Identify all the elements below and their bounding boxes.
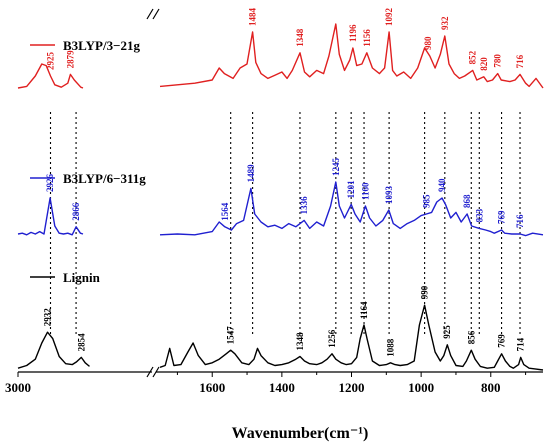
peak-label: 1093 xyxy=(384,186,394,205)
legend-label-1: B3LYP/6−311g xyxy=(63,171,146,186)
peak-label: 2932 xyxy=(42,308,52,327)
x-tick-label: 1000 xyxy=(408,380,434,395)
peak-label: 990 xyxy=(420,285,430,299)
series-line-0-left xyxy=(17,63,84,89)
axis-break-mark xyxy=(152,366,160,378)
legend-label-0: B3LYP/3−21g xyxy=(63,38,140,53)
peak-label: 716 xyxy=(515,214,525,228)
peak-label: 716 xyxy=(515,54,525,68)
x-axis: 3000 1600 1400 1200 1000 800 xyxy=(5,8,543,395)
peak-label: 1196 xyxy=(348,24,358,42)
x-tick-label: 3000 xyxy=(5,380,31,395)
axis-break-mark xyxy=(152,8,160,20)
peak-label: 1256 xyxy=(327,329,337,348)
peak-label: 714 xyxy=(516,337,526,351)
peak-label: 1092 xyxy=(384,8,394,27)
peak-label: 769 xyxy=(497,210,507,224)
peak-label: 820 xyxy=(479,57,489,71)
peak-label: 1484 xyxy=(248,8,258,27)
peak-label: 925 xyxy=(442,325,452,339)
peak-label: 980 xyxy=(423,36,433,50)
legend-label-2: Lignin xyxy=(63,270,101,285)
peak-label: 1245 xyxy=(331,158,341,177)
legend: B3LYP/3−21g B3LYP/6−311g Lignin xyxy=(30,38,146,285)
peak-label: 769 xyxy=(497,334,507,348)
peak-label: 868 xyxy=(462,194,472,208)
peak-label: 856 xyxy=(466,330,476,344)
peak-label: 2854 xyxy=(76,333,86,352)
peak-label: 833 xyxy=(474,208,484,222)
peak-label: 2925 xyxy=(46,52,56,71)
peak-label: 1088 xyxy=(385,338,395,357)
peak-label: 932 xyxy=(440,16,450,30)
x-axis-title: Wavenumber(cm⁻¹) xyxy=(232,425,369,442)
axis-break-mark xyxy=(146,8,154,20)
series-line-1-right xyxy=(159,181,544,237)
peak-label: 1547 xyxy=(226,326,236,345)
axis-break-mark xyxy=(146,366,154,378)
series-line-2-right xyxy=(159,304,544,371)
spectra-traces xyxy=(17,23,544,371)
peak-label: 985 xyxy=(421,194,431,208)
peak-label: 780 xyxy=(493,54,503,68)
peak-label: 1489 xyxy=(246,164,256,183)
peak-label: 1160 xyxy=(360,182,370,200)
x-tick-label: 1600 xyxy=(199,380,225,395)
peak-label: 2926 xyxy=(45,174,55,193)
peak-label: 1348 xyxy=(295,28,305,47)
peak-label: 1156 xyxy=(362,29,372,47)
series-line-1-left xyxy=(17,197,84,236)
peak-label: 1348 xyxy=(295,332,305,351)
x-tick-label: 1200 xyxy=(339,380,365,395)
x-tick-label: 1400 xyxy=(269,380,295,395)
x-tick-label: 800 xyxy=(481,380,501,395)
peak-label: 2879 xyxy=(65,50,75,69)
peak-label: 1564 xyxy=(220,202,230,221)
peak-label: 852 xyxy=(468,50,478,64)
series-line-2-left xyxy=(17,331,90,369)
peak-label: 1336 xyxy=(299,196,309,215)
peak-label: 1201 xyxy=(346,180,356,199)
peak-label: 2866 xyxy=(71,202,81,221)
series-line-0-right xyxy=(159,23,544,89)
peak-label: 940 xyxy=(437,178,447,192)
peak-guide-lines xyxy=(49,112,521,335)
peak-labels: 2925 2879 1484 1348 1196 1156 1092 980 932 852 820… xyxy=(42,8,525,357)
peak-label: 1164 xyxy=(359,301,369,319)
